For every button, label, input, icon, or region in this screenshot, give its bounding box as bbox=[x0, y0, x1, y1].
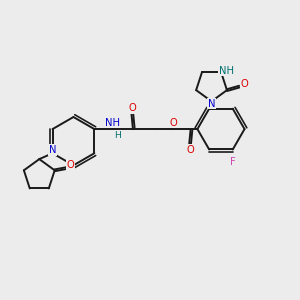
Text: O: O bbox=[128, 103, 136, 113]
Text: NH: NH bbox=[105, 118, 120, 128]
Text: F: F bbox=[230, 158, 236, 167]
Text: N: N bbox=[49, 145, 56, 155]
Text: O: O bbox=[169, 118, 177, 128]
Text: O: O bbox=[186, 145, 194, 155]
Text: O: O bbox=[67, 160, 74, 170]
Text: N: N bbox=[208, 99, 215, 109]
Text: O: O bbox=[241, 79, 248, 89]
Text: NH: NH bbox=[219, 66, 234, 76]
Text: H: H bbox=[115, 131, 121, 140]
